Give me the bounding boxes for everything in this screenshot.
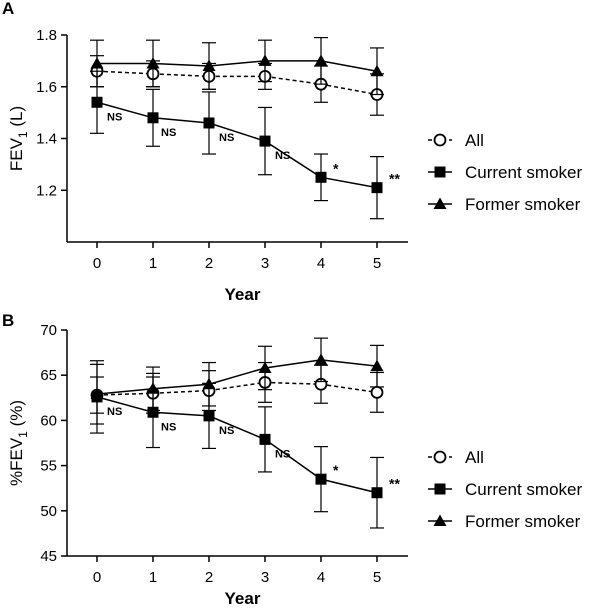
legend-marker (433, 450, 447, 464)
y-tick-label: 60 (40, 412, 57, 429)
significance-annotation: NS (219, 132, 234, 144)
x-tick-label: 2 (205, 255, 213, 272)
legend-marker (433, 514, 447, 526)
legend-marker (433, 197, 447, 209)
x-tick-label: 4 (317, 255, 325, 272)
y-axis-title-subscript: 1 (16, 431, 30, 438)
series-line (97, 60, 378, 72)
x-tick-label: 4 (317, 569, 325, 586)
series-line (96, 381, 378, 396)
panel-b-letter: B (2, 311, 14, 330)
y-tick-label: 70 (40, 322, 57, 339)
x-tick-label: 0 (93, 255, 101, 272)
y-axis-title-main: FEV (7, 137, 26, 171)
legend-marker (434, 166, 446, 178)
data-point (371, 487, 383, 499)
data-point (258, 54, 272, 66)
y-tick-label: 50 (40, 503, 57, 520)
legend-label: Former smoker (465, 512, 581, 531)
significance-annotation: ** (389, 171, 400, 187)
data-point (203, 410, 215, 422)
legend-label: Current smoker (465, 480, 582, 499)
data-point (371, 182, 383, 194)
data-point (202, 59, 216, 72)
y-tick-label: 1.6 (36, 79, 57, 96)
y-tick-label: 1.2 (36, 182, 57, 199)
significance-annotation: NS (161, 421, 176, 433)
significance-annotation: NS (161, 127, 176, 139)
x-tick-label: 0 (93, 569, 101, 586)
data-point (258, 361, 272, 373)
y-tick-label: 65 (40, 367, 57, 384)
data-point (370, 385, 384, 399)
legend: All Current smoker Former smoker (428, 131, 582, 214)
series-line (96, 359, 378, 395)
series-all (90, 361, 384, 414)
significance-annotation: NS (107, 111, 122, 123)
legend: All Current smoker Former smoker (428, 448, 582, 531)
legend-marker (433, 133, 447, 147)
data-point (90, 387, 104, 400)
data-point (370, 64, 384, 77)
data-point (202, 377, 216, 390)
series-line (96, 396, 378, 494)
data-point (147, 406, 159, 418)
significance-annotation: ** (389, 476, 400, 492)
legend-label: Former smoker (465, 195, 581, 214)
data-point (203, 117, 215, 129)
series-line (96, 70, 378, 96)
significance-annotation: NS (219, 425, 234, 437)
data-point (146, 56, 160, 69)
data-point (91, 96, 103, 108)
x-tick-label: 3 (261, 569, 269, 586)
legend-label: All (465, 448, 484, 467)
y-tick-label: 55 (40, 458, 57, 475)
x-tick-label: 3 (261, 255, 269, 272)
series-line (96, 101, 378, 189)
y-axis-title-subscript: 1 (16, 131, 30, 138)
significance-annotation: * (333, 462, 339, 478)
x-tick-label: 5 (373, 569, 381, 586)
y-axis-title-main: %FEV (7, 437, 26, 486)
y-tick-label: 1.8 (36, 27, 57, 44)
x-axis-title: Year (225, 589, 261, 608)
y-axis-title-unit: (L) (7, 106, 26, 132)
data-point (259, 135, 271, 147)
series-current-smoker (90, 70, 384, 220)
y-tick-label: 1.4 (36, 131, 57, 148)
significance-annotation: NS (275, 150, 290, 162)
data-point (146, 382, 160, 394)
x-tick-label: 5 (373, 255, 381, 272)
x-axis-title: Year (225, 285, 261, 304)
data-point (314, 353, 328, 365)
y-axis-title: FEV1 (L) (7, 106, 30, 171)
y-axis-title: %FEV1 (%) (7, 400, 30, 486)
data-point (370, 359, 384, 372)
significance-annotation: NS (107, 406, 122, 418)
data-point (259, 433, 271, 445)
x-tick-label: 1 (149, 569, 157, 586)
legend-marker (434, 483, 446, 495)
y-axis-title-unit: (%) (7, 400, 26, 431)
data-point (314, 54, 328, 66)
panel-a-letter: A (2, 0, 14, 18)
data-point (315, 171, 327, 183)
significance-annotation: * (333, 160, 339, 176)
significance-annotation: NS (275, 448, 290, 460)
series-former-smoker (90, 36, 384, 96)
data-point (147, 112, 159, 124)
data-point (315, 473, 327, 485)
legend-label: All (465, 131, 484, 150)
x-tick-label: 1 (149, 255, 157, 272)
y-tick-label: 45 (40, 548, 57, 565)
legend-label: Current smoker (465, 163, 582, 182)
data-point (90, 56, 104, 69)
x-tick-label: 2 (205, 569, 213, 586)
series-former-smoker (90, 337, 384, 425)
